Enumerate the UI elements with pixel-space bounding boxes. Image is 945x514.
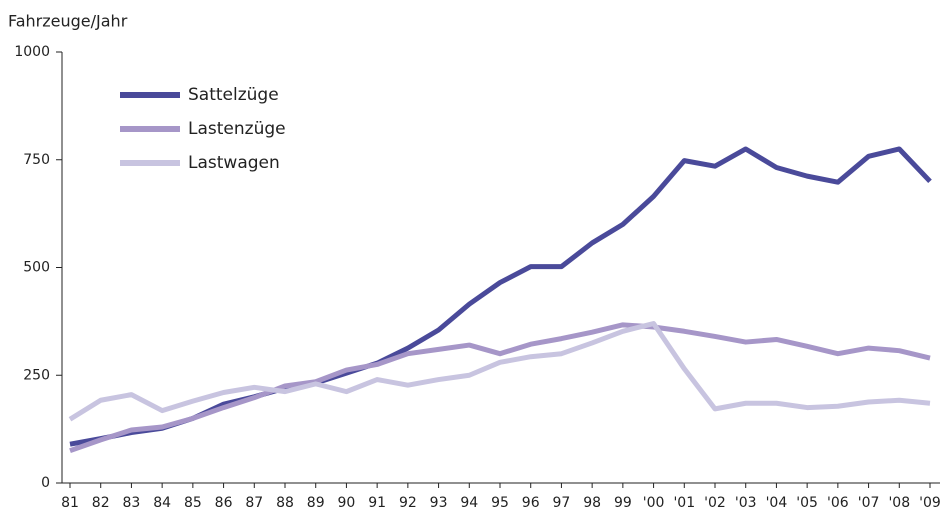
x-tick-label: '07 [858,495,880,510]
legend-label: Lastenzüge [188,119,286,139]
x-tick-label: 87 [245,495,263,510]
x-tick-label: 98 [583,495,601,510]
x-tick-label: 99 [614,495,632,510]
series-line [68,321,931,422]
x-tick-label: 96 [522,495,540,510]
y-tick-label: 1000 [14,44,50,60]
y-tick-label: 500 [23,260,50,276]
y-axis-label: Fahrzeuge/Jahr [8,12,128,31]
x-tick-label: 88 [276,495,294,510]
x-tick-label: '00 [643,495,665,510]
x-tick-label: 81 [61,495,79,510]
x-tick-label: '01 [673,495,695,510]
x-tick-label: 82 [92,495,110,510]
x-tick-label: '08 [888,495,910,510]
x-tick-label: '03 [735,495,757,510]
x-tick-label: '09 [919,495,941,510]
x-tick-label: 97 [553,495,571,510]
x-tick-label: 85 [184,495,202,510]
x-tick-label: 95 [491,495,509,510]
y-tick-label: 0 [41,475,50,491]
x-tick-label: 90 [338,495,356,510]
y-tick-label: 750 [23,152,50,168]
x-tick-label: 91 [368,495,386,510]
series-line [69,322,931,454]
x-tick-label: '06 [827,495,849,510]
x-tick-label: '04 [766,495,788,510]
legend-label: Sattelzüge [188,85,279,105]
x-tick-label: 86 [215,495,233,510]
x-tick-label: '05 [796,495,818,510]
x-tick-label: 89 [307,495,325,510]
x-tick-label: 94 [460,495,478,510]
x-tick-label: '02 [704,495,726,510]
legend-label: Lastwagen [188,153,280,173]
x-tick-label: 93 [430,495,448,510]
x-tick-label: 83 [123,495,141,510]
x-tick-label: 84 [153,495,171,510]
x-tick-label: 92 [399,495,417,510]
y-tick-label: 250 [23,367,50,383]
